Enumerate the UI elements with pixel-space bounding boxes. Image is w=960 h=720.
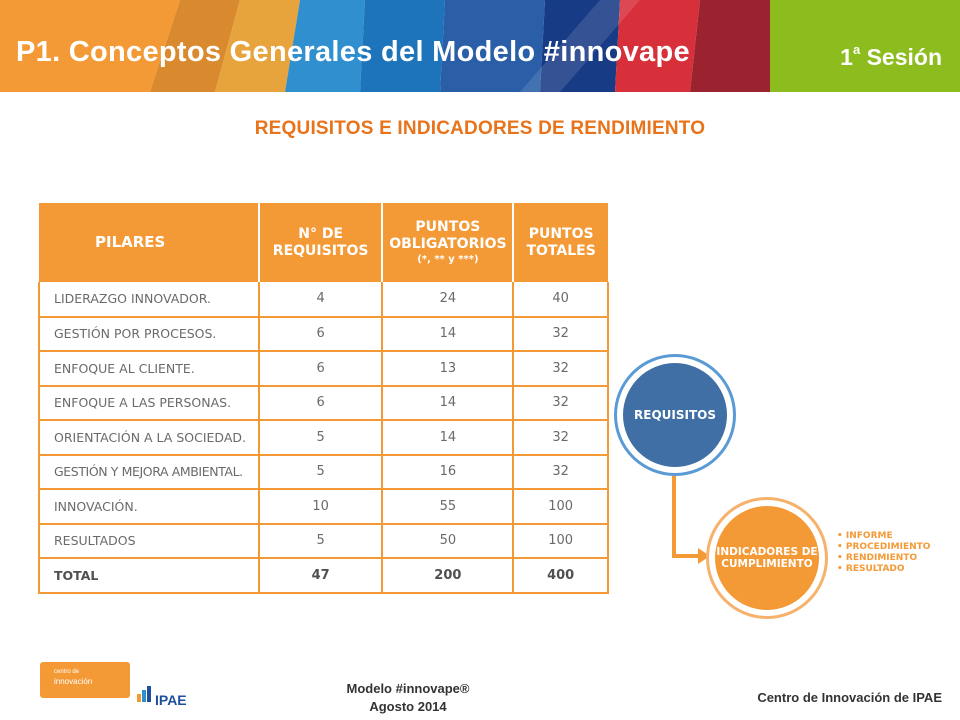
logo-ci-word: innovación bbox=[54, 677, 93, 686]
pillar-cell: GESTIÓN Y MEJORA AMBIENTAL. bbox=[38, 454, 260, 490]
footer-model: Modelo #innovape® bbox=[346, 681, 470, 696]
table-row: GESTIÓN Y MEJORA AMBIENTAL. 5 16 32 bbox=[38, 454, 609, 490]
table-row: GESTIÓN POR PROCESOS. 6 14 32 bbox=[38, 316, 609, 352]
mandatory-cell: 24 bbox=[382, 282, 515, 318]
total-cell: 32 bbox=[513, 316, 609, 352]
pillar-cell: ENFOQUE AL CLIENTE. bbox=[38, 351, 260, 387]
mandatory-cell: 14 bbox=[382, 316, 515, 352]
session-superscript: a bbox=[852, 42, 861, 58]
total-points-cell: 400 bbox=[513, 558, 609, 594]
footer-center: Modelo #innovape® Agosto 2014 bbox=[318, 680, 498, 716]
list-item: RENDIMIENTO bbox=[837, 553, 930, 564]
requirements-cell: 5 bbox=[258, 523, 384, 559]
indicators-list: INFORME PROCEDIMIENTO RENDIMIENTO RESULT… bbox=[837, 531, 931, 575]
section-subtitle: REQUISITOS E INDICADORES DE RENDIMIENTO bbox=[254, 118, 706, 139]
mandatory-cell: 14 bbox=[382, 420, 515, 456]
list-item: PROCEDIMIENTO bbox=[837, 542, 931, 553]
header-mandatory-note: (*, ** y ***) bbox=[417, 254, 479, 265]
requirements-table: PILARES N° DE REQUISITOS PUNTOS OBLIGATO… bbox=[38, 203, 609, 594]
header-mandatory-label: PUNTOS OBLIGATORIOS bbox=[389, 219, 507, 252]
pillar-cell: ORIENTACIÓN A LA SOCIEDAD. bbox=[38, 420, 260, 456]
requirements-cell: 6 bbox=[258, 316, 384, 352]
ipae-bars-icon bbox=[137, 686, 152, 707]
footer-right: Centro de Innovación de IPAE bbox=[757, 690, 942, 705]
total-cell: 32 bbox=[513, 385, 609, 421]
mandatory-cell: 16 bbox=[382, 454, 515, 490]
table-row: INNOVACIÓN. 10 55 100 bbox=[38, 489, 609, 525]
ipae-logo: IPAE bbox=[137, 686, 187, 707]
total-cell: 100 bbox=[513, 489, 609, 525]
indicators-circle: INDICADORES DE CUMPLIMIENTO bbox=[706, 497, 828, 619]
requirements-cell: 6 bbox=[258, 351, 384, 387]
pillar-cell: LIDERAZGO INNOVADOR. bbox=[38, 282, 260, 318]
total-cell: 40 bbox=[513, 282, 609, 318]
table-row: ENFOQUE AL CLIENTE. 6 13 32 bbox=[38, 351, 609, 387]
session-label: 1a Sesión bbox=[840, 42, 942, 71]
arrow-icon bbox=[672, 476, 710, 564]
table-row: LIDERAZGO INNOVADOR. 4 24 40 bbox=[38, 282, 609, 318]
pillar-cell: GESTIÓN POR PROCESOS. bbox=[38, 316, 260, 352]
indicators-circle-label: INDICADORES DE CUMPLIMIENTO bbox=[715, 506, 819, 610]
pillar-cell: RESULTADOS bbox=[38, 523, 260, 559]
table-total-row: TOTAL 47 200 400 bbox=[38, 558, 609, 594]
centro-innovacion-logo: centro de innovación bbox=[40, 662, 130, 698]
total-cell: 32 bbox=[513, 351, 609, 387]
mandatory-cell: 55 bbox=[382, 489, 515, 525]
ipae-logo-text: IPAE bbox=[155, 692, 187, 708]
mandatory-cell: 13 bbox=[382, 351, 515, 387]
session-word: Sesión bbox=[866, 44, 942, 70]
list-item: RESULTADO bbox=[837, 564, 930, 575]
pillar-cell: INNOVACIÓN. bbox=[38, 489, 260, 525]
total-requirements-cell: 47 bbox=[258, 558, 384, 594]
table-row: ORIENTACIÓN A LA SOCIEDAD. 5 14 32 bbox=[38, 420, 609, 456]
total-cell: 32 bbox=[513, 420, 609, 456]
requirements-cell: 4 bbox=[258, 282, 384, 318]
header-banner: P1. Conceptos Generales del Modelo #inno… bbox=[0, 0, 960, 92]
header-mandatory-points: PUNTOS OBLIGATORIOS (*, ** y ***) bbox=[382, 203, 515, 282]
requirements-cell: 6 bbox=[258, 385, 384, 421]
requirements-cell: 5 bbox=[258, 454, 384, 490]
table-row: ENFOQUE A LAS PERSONAS. 6 14 32 bbox=[38, 385, 609, 421]
session-number: 1 bbox=[840, 44, 853, 70]
total-cell: 32 bbox=[513, 454, 609, 490]
requirements-circle: REQUISITOS bbox=[614, 354, 736, 476]
footer-date: Agosto 2014 bbox=[369, 699, 447, 714]
requirements-cell: 5 bbox=[258, 420, 384, 456]
requirements-circle-label: REQUISITOS bbox=[623, 363, 727, 467]
header-pillars: PILARES bbox=[39, 203, 260, 282]
logo-ci-small-text: centro de bbox=[54, 669, 80, 675]
total-mandatory-cell: 200 bbox=[382, 558, 515, 594]
mandatory-cell: 50 bbox=[382, 523, 515, 559]
table-header-row: PILARES N° DE REQUISITOS PUNTOS OBLIGATO… bbox=[39, 203, 608, 282]
banner-stripes bbox=[0, 0, 960, 92]
pillar-cell: ENFOQUE A LAS PERSONAS. bbox=[38, 385, 260, 421]
requirements-cell: 10 bbox=[258, 489, 384, 525]
mandatory-cell: 14 bbox=[382, 385, 515, 421]
table-row: RESULTADOS 5 50 100 bbox=[38, 523, 609, 559]
header-total-points: PUNTOS TOTALES bbox=[513, 203, 608, 282]
slide-title: P1. Conceptos Generales del Modelo #inno… bbox=[16, 36, 690, 68]
header-requirements: N° DE REQUISITOS bbox=[258, 203, 384, 282]
total-cell: 100 bbox=[513, 523, 609, 559]
list-item: INFORME bbox=[837, 531, 930, 542]
total-label-cell: TOTAL bbox=[38, 558, 260, 594]
